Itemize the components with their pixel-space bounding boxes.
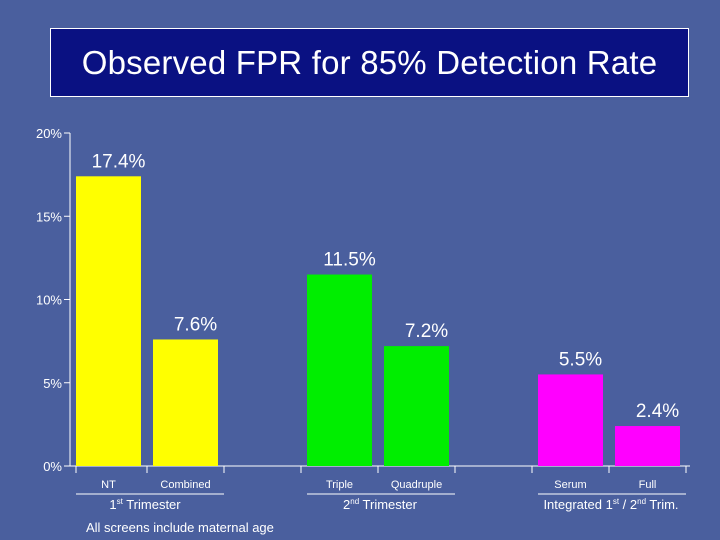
category-label: Serum — [554, 479, 586, 491]
category-label: NT — [101, 479, 116, 491]
y-tick-label: 10% — [36, 293, 62, 308]
y-tick-label: 15% — [36, 209, 62, 224]
group-label: 1st Trimester — [109, 497, 181, 512]
category-label: Full — [639, 479, 657, 491]
bar-triple — [307, 274, 372, 466]
value-label: 11.5% — [323, 250, 376, 271]
y-tick-label: 20% — [36, 126, 62, 141]
chart-title-box: Observed FPR for 85% Detection Rate — [50, 28, 689, 97]
value-label: 5.5% — [559, 349, 602, 370]
category-label: Combined — [160, 479, 210, 491]
group-label: 2nd Trimester — [343, 497, 418, 512]
value-label: 7.6% — [174, 314, 217, 335]
group-label: Integrated 1st / 2nd Trim. — [543, 497, 678, 512]
value-label: 17.4% — [92, 151, 146, 172]
bar-combined — [153, 339, 218, 466]
bar-nt — [76, 176, 141, 467]
category-label: Triple — [326, 479, 353, 491]
y-tick-label: 0% — [43, 459, 62, 474]
chart-title: Observed FPR for 85% Detection Rate — [81, 43, 658, 81]
bar-full — [615, 426, 680, 466]
y-tick-label: 5% — [43, 376, 62, 391]
value-label: 7.2% — [405, 321, 448, 342]
footnote: All screens include maternal age — [86, 520, 274, 535]
bar-serum — [538, 374, 603, 466]
category-label: Quadruple — [391, 479, 442, 491]
bar-quadruple — [384, 346, 449, 466]
value-label: 2.4% — [636, 401, 679, 422]
